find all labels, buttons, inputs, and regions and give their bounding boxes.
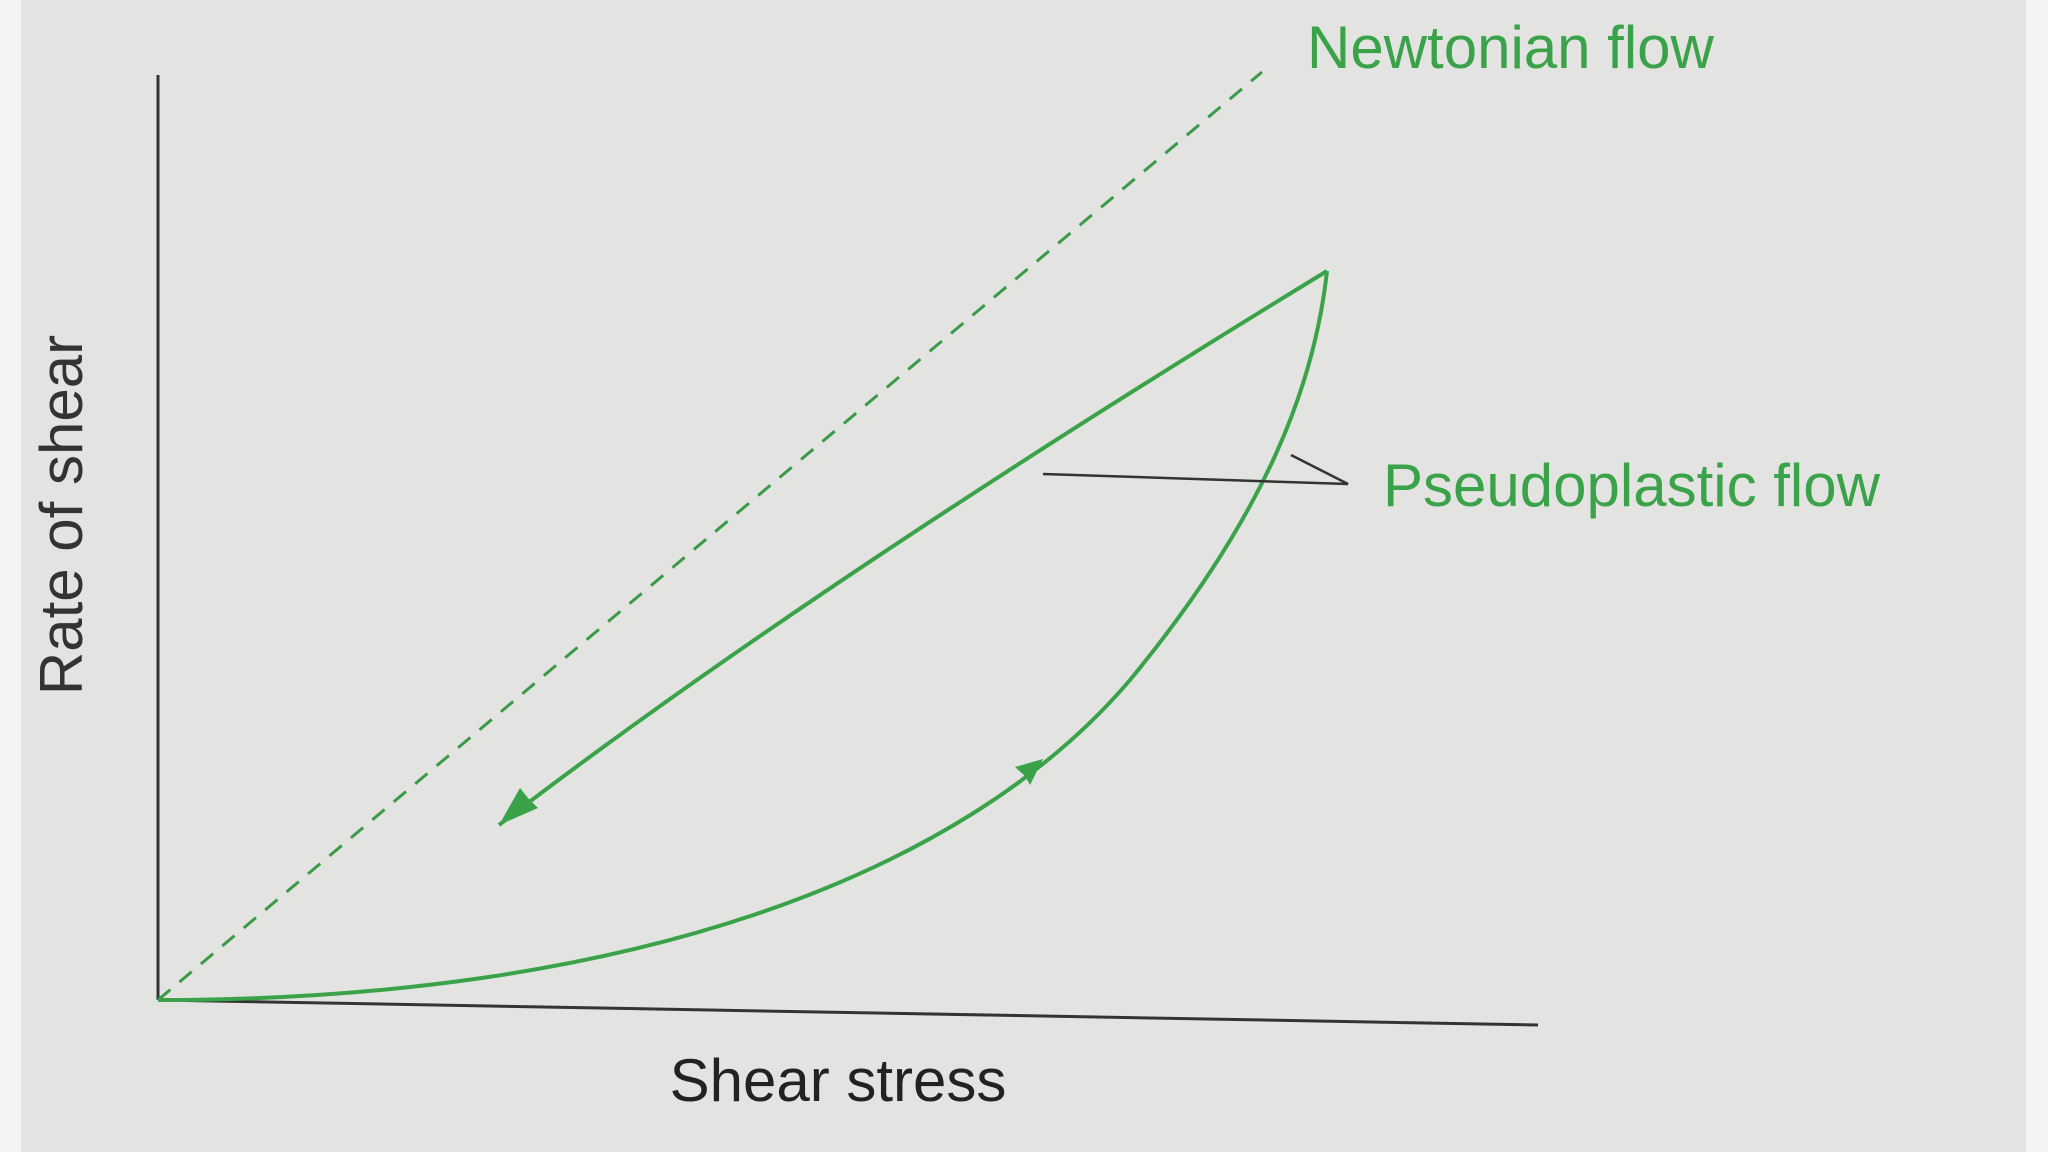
x-axis: [157, 998, 1539, 1027]
down-arrowhead: [499, 788, 538, 825]
x-axis-label: Shear stress: [670, 1047, 1007, 1114]
down-curve: [497, 269, 1329, 827]
newtonian-label: Newtonian flow: [1307, 14, 1715, 81]
up-curve: [157, 270, 1329, 1002]
up-arrowhead: [1015, 759, 1043, 785]
y-axis-label: Rate of shear: [28, 335, 95, 695]
pseudoplastic-label: Pseudoplastic flow: [1383, 452, 1881, 519]
pointer-line: [1042, 453, 1349, 486]
page-background: [21, 0, 2026, 1152]
